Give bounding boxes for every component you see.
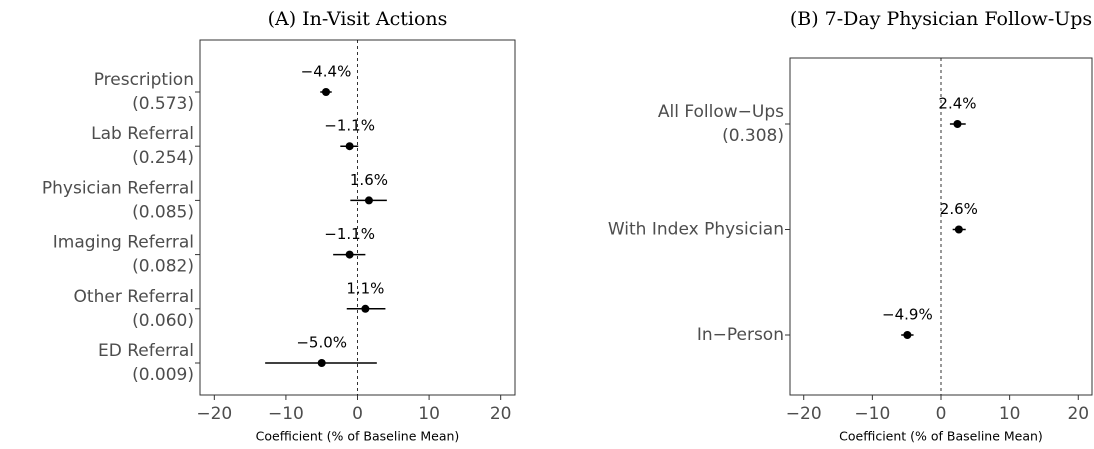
category-label: With Index Physician [608,220,784,240]
x-tick-label: 0 [936,404,947,424]
point [954,225,963,234]
point [322,88,330,96]
category-label: ED Referral [98,341,194,361]
category-label: Imaging Referral [53,233,194,253]
value-label: −1.1% [324,225,375,243]
category-note: (0.085) [132,202,194,222]
category-label: Physician Referral [42,178,194,198]
point [317,359,326,367]
category-label: Lab Referral [91,124,194,144]
category-label: Other Referral [74,287,194,307]
category-label: In−Person [697,325,784,345]
category-note: (0.254) [132,148,194,168]
x-tick-label: −10 [268,404,304,424]
value-label: −5.0% [296,334,347,352]
x-tick-label: −20 [196,404,232,424]
x-tick-label: 10 [418,404,440,424]
point [345,250,354,259]
value-label: 2.6% [940,200,978,218]
category-note: (0.573) [132,94,194,114]
x-axis-title: Coefficient (% of Baseline Mean) [839,429,1043,444]
point [364,196,373,205]
category-note: (0.009) [132,365,194,385]
x-tick-label: −20 [786,404,822,424]
x-tick-label: 20 [490,404,512,424]
point [953,120,962,128]
point [345,142,354,151]
value-label: 1.1% [346,279,384,297]
value-label: −1.1% [324,117,375,135]
value-label: −4.4% [301,63,352,81]
x-tick-label: 20 [1067,404,1089,424]
category-note: (0.060) [132,311,194,331]
x-axis-title: Coefficient (% of Baseline Mean) [256,429,460,444]
panel-title: (B) 7-Day Physician Follow-Ups [790,8,1092,30]
panel-title: (A) In-Visit Actions [268,8,448,30]
point [361,304,370,313]
category-note: (0.082) [132,257,194,277]
x-tick-label: 10 [999,404,1021,424]
category-label: Prescription [94,70,194,90]
category-note: (0.308) [722,126,784,146]
x-tick-label: 0 [352,404,363,424]
x-tick-label: −10 [854,404,890,424]
value-label: −4.9% [882,306,933,324]
category-label: All Follow−Ups [658,102,784,122]
point [903,331,912,339]
value-label: 2.4% [938,95,976,113]
value-label: 1.6% [350,171,388,189]
